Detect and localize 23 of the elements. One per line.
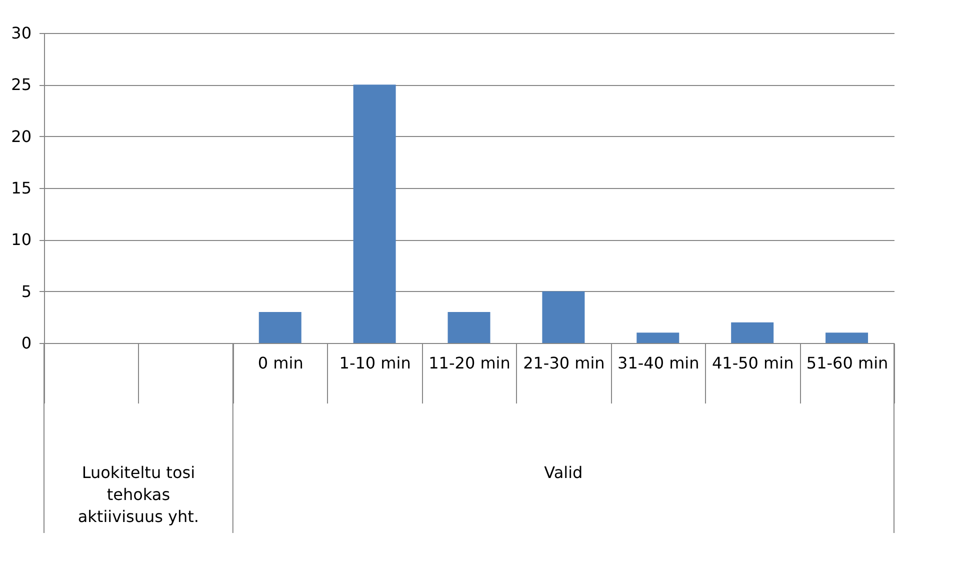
bar — [448, 312, 490, 343]
y-tick-label: 20 — [11, 126, 32, 146]
x-tick-label: 11-20 min — [428, 354, 510, 372]
bar — [353, 84, 396, 343]
y-tick-label: 0 — [21, 334, 32, 352]
y-tick-label: 15 — [11, 178, 32, 198]
x-tick-label: 21-30 min — [523, 354, 605, 372]
bar — [636, 332, 680, 343]
bar — [542, 291, 585, 343]
y-tick-label: 30 — [11, 24, 32, 42]
bar — [731, 322, 774, 343]
x-tick-label: 31-40 min — [618, 354, 700, 372]
text: Luokiteltu tosi tehokas aktiivisuus yht. — [78, 463, 200, 526]
y-tick-label: 5 — [21, 282, 32, 301]
x-tick-label: 1-10 min — [339, 354, 411, 372]
text: Valid — [544, 463, 583, 482]
x-tick-label: 41-50 min — [712, 354, 794, 372]
y-tick-label: 10 — [11, 230, 32, 250]
x-tick-label: 0 min — [258, 354, 304, 372]
y-tick-label: 25 — [11, 75, 32, 94]
bar — [826, 332, 868, 343]
x-tick-label: 51-60 min — [806, 354, 888, 372]
bar — [258, 312, 302, 343]
